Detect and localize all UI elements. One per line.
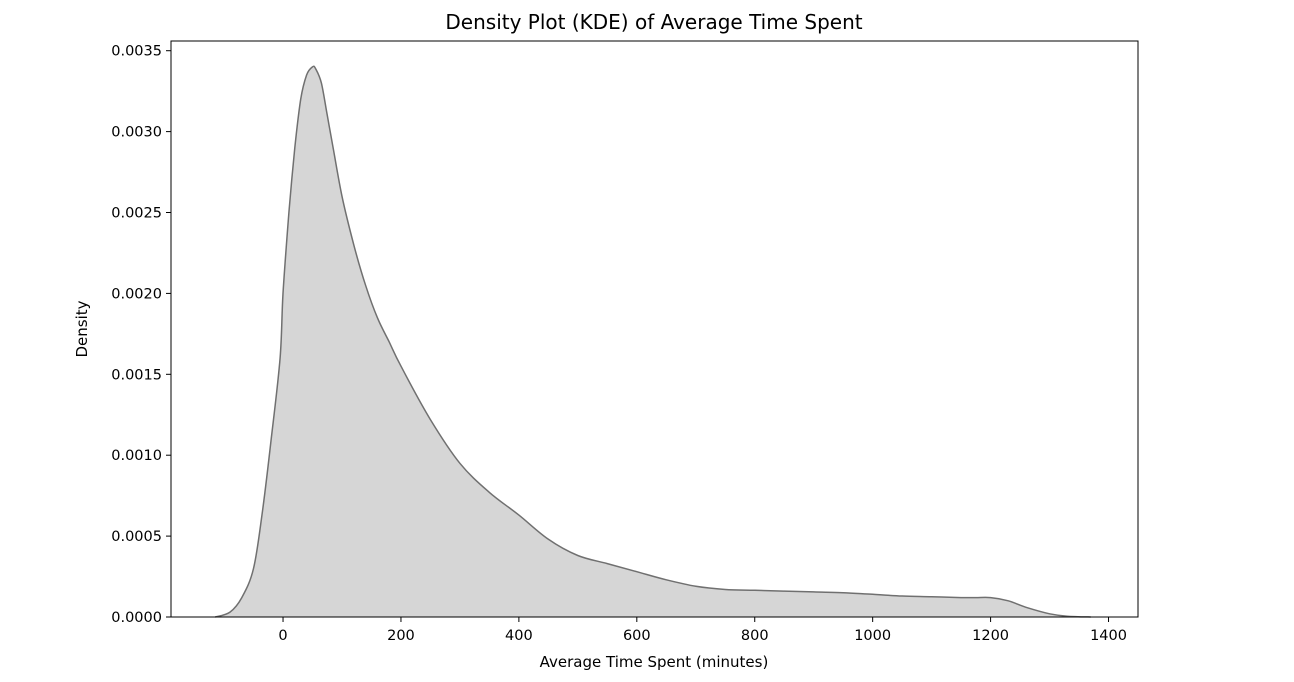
chart-title: Density Plot (KDE) of Average Time Spent (445, 10, 862, 34)
x-tick-label: 1000 (854, 628, 891, 644)
y-tick-label: 0.0000 (111, 610, 162, 626)
y-tick-label: 0.0030 (111, 125, 162, 141)
y-tick-label: 0.0010 (111, 448, 162, 464)
y-axis: 0.0000 0.0005 0.0010 0.0015 0.0020 0.0025 0.00… (111, 44, 171, 626)
x-tick-label: 200 (387, 628, 415, 644)
kde-curve-line (214, 65, 1091, 618)
x-tick-label: 1400 (1090, 628, 1127, 644)
axes-frame (170, 40, 1139, 618)
y-tick-label: 0.0035 (111, 44, 162, 60)
y-tick-label: 0.0020 (111, 286, 162, 302)
plot-area (170, 40, 1139, 618)
y-tick-label: 0.0025 (111, 206, 162, 222)
x-tick-label: 1200 (972, 628, 1009, 644)
x-tick-label: 600 (623, 628, 651, 644)
x-axis-label: Average Time Spent (minutes) (540, 653, 769, 671)
x-axis: 0 200 400 600 800 1000 1200 1400 (278, 617, 1127, 644)
y-tick-label: 0.0015 (111, 367, 162, 383)
y-tick-label: 0.0005 (111, 529, 162, 545)
kde-area-fill (215, 66, 1091, 617)
x-tick-label: 800 (741, 628, 769, 644)
x-tick-label: 0 (278, 628, 287, 644)
y-axis-label: Density (73, 300, 91, 357)
x-tick-label: 400 (505, 628, 533, 644)
